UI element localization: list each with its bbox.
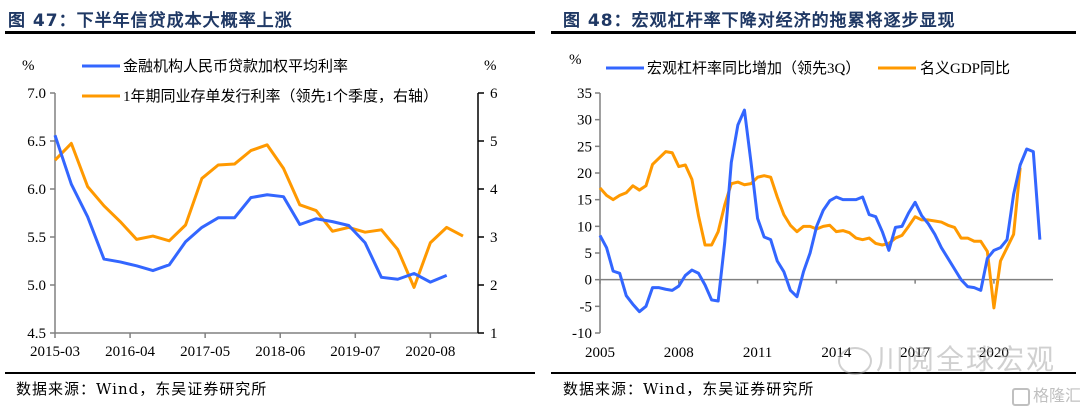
right-chart-y-tick-label: 20 — [577, 166, 592, 182]
watermark: 川阅全球宏观 — [838, 338, 1056, 378]
legend-label-leverage: 宏观杠杆率同比增加（领先3Q） — [647, 60, 860, 77]
right-chart-y-unit: % — [569, 52, 582, 68]
left-title-rule — [5, 31, 535, 34]
brand-watermark: 格隆汇 — [1012, 382, 1080, 406]
right-chart-y-tick-label: 25 — [577, 139, 592, 155]
left-x-tick-label: 2016-04 — [105, 344, 155, 360]
right-y-tick-label: 6 — [490, 86, 498, 102]
right-chart-y-tick-label: 35 — [577, 86, 592, 102]
legend-label-gdp: 名义GDP同比 — [920, 60, 1010, 77]
left-y-tick-label: 4.5 — [27, 326, 46, 342]
right-y-tick-label: 2 — [490, 278, 498, 294]
left-y-tick-label: 5.5 — [27, 230, 46, 246]
brand-text: 格隆汇 — [1033, 386, 1080, 405]
right-chart-title: 图 48：宏观杠杆率下降对经济的拖累将逐步显现 — [563, 11, 956, 31]
right-y-tick-label: 5 — [490, 134, 498, 150]
right-chart-y-tick-label: 0 — [585, 273, 593, 289]
left-y-tick-label: 5.0 — [27, 278, 46, 294]
right-chart-x-tick-label: 2008 — [664, 345, 694, 361]
right-y-tick-label: 3 — [490, 230, 498, 246]
left-y-tick-label: 6.5 — [27, 134, 46, 150]
right-chart-y-tick-label: 10 — [577, 219, 592, 235]
right-y-tick-label: 4 — [490, 182, 498, 198]
right-chart-x-tick-label: 2017 — [900, 345, 931, 361]
left-chart-title: 图 47：下半年信贷成本大概率上涨 — [8, 11, 293, 31]
right-chart-y-tick-label: -5 — [580, 299, 593, 315]
left-x-tick-label: 2020-08 — [405, 344, 455, 360]
left-footer-rule — [5, 372, 535, 374]
left-y-tick-label: 7.0 — [27, 86, 46, 102]
series-line-leverage — [598, 108, 1042, 314]
right-chart-y-tick-label: 15 — [577, 193, 592, 209]
series-line-gdp — [598, 150, 1022, 310]
right-chart-x-tick-label: 2005 — [585, 345, 615, 361]
left-x-tick-label: 2018-06 — [255, 344, 305, 360]
left-x-tick-label: 2017-05 — [180, 344, 230, 360]
right-y-tick-label: 1 — [490, 326, 498, 342]
right-chart-y-tick-label: 5 — [585, 246, 593, 262]
legend-label-loan-rate: 金融机构人民币贷款加权平均利率 — [123, 58, 348, 75]
wechat-icon — [838, 347, 872, 375]
right-chart-y-tick-label: 30 — [577, 113, 592, 129]
right-title-rule — [551, 31, 1076, 34]
right-chart-y-tick-label: -10 — [572, 326, 592, 342]
right-footer-rule — [551, 372, 1076, 374]
left-x-tick-label: 2015-03 — [30, 344, 80, 360]
left-y-unit: % — [22, 58, 35, 74]
left-x-tick-label: 2019-07 — [330, 344, 380, 360]
series-line-loan-rate — [53, 134, 448, 284]
left-source-note: 数据来源：Wind，东吴证券研究所 — [16, 380, 268, 398]
right-source-note: 数据来源：Wind，东吴证券研究所 — [563, 380, 815, 398]
left-chart: % % 金融机构人民币贷款加权平均利率 1年期同业存单发行利率（领先1个季度，右… — [22, 58, 498, 360]
series-line-ncd-rate — [53, 141, 464, 289]
legend-label-ncd-rate: 1年期同业存单发行利率（领先1个季度，右轴） — [123, 88, 438, 105]
right-chart: % 宏观杠杆率同比增加（领先3Q） 名义GDP同比 35 30 25 20 15 10 5 0… — [569, 52, 1053, 361]
right-chart-x-tick-label: 2011 — [743, 345, 772, 361]
right-chart-x-tick-label: 2020 — [979, 345, 1009, 361]
watermark-text: 川阅全球宏观 — [876, 343, 1057, 376]
brand-logo-icon — [1012, 387, 1030, 406]
right-y-unit: % — [484, 58, 497, 74]
left-y-tick-label: 6.0 — [27, 182, 46, 198]
